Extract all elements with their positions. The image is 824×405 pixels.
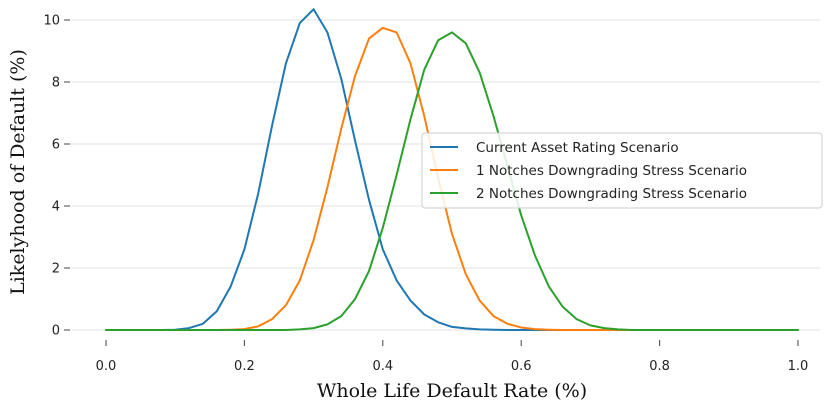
x-tick-label: 0.6 — [511, 359, 532, 374]
y-tick-label: 8 — [52, 76, 60, 91]
x-tick-label: 1.0 — [788, 359, 809, 374]
legend-label-3: 2 Notches Downgrading Stress Scenario — [476, 186, 747, 202]
x-axis-title: Whole Life Default Rate (%) — [317, 380, 587, 402]
legend-box — [421, 132, 823, 209]
x-tick-label: 0.0 — [96, 359, 117, 374]
series-lines — [105, 8, 799, 331]
y-tick-label: 0 — [52, 324, 60, 339]
legend-label-1: Current Asset Rating Scenario — [476, 140, 679, 156]
axis-ticks: 0 2 4 6 8 10 0.0 0.2 0.4 0.6 0.8 1.0 — [43, 14, 808, 375]
legend: Current Asset Rating Scenario 1 Notches D… — [421, 132, 823, 209]
x-tick-label: 0.8 — [649, 359, 670, 374]
y-tick-label: 4 — [52, 200, 60, 215]
series-line-3 — [105, 31, 799, 331]
y-tick-label: 2 — [52, 262, 60, 277]
x-tick-label: 0.2 — [234, 359, 255, 374]
y-axis-title: Likelyhood of Default (%) — [7, 49, 29, 295]
y-tick-label: 10 — [43, 14, 60, 29]
y-tick-label: 6 — [52, 138, 60, 153]
x-tick-label: 0.4 — [372, 359, 393, 374]
legend-label-2: 1 Notches Downgrading Stress Scenario — [476, 163, 747, 179]
